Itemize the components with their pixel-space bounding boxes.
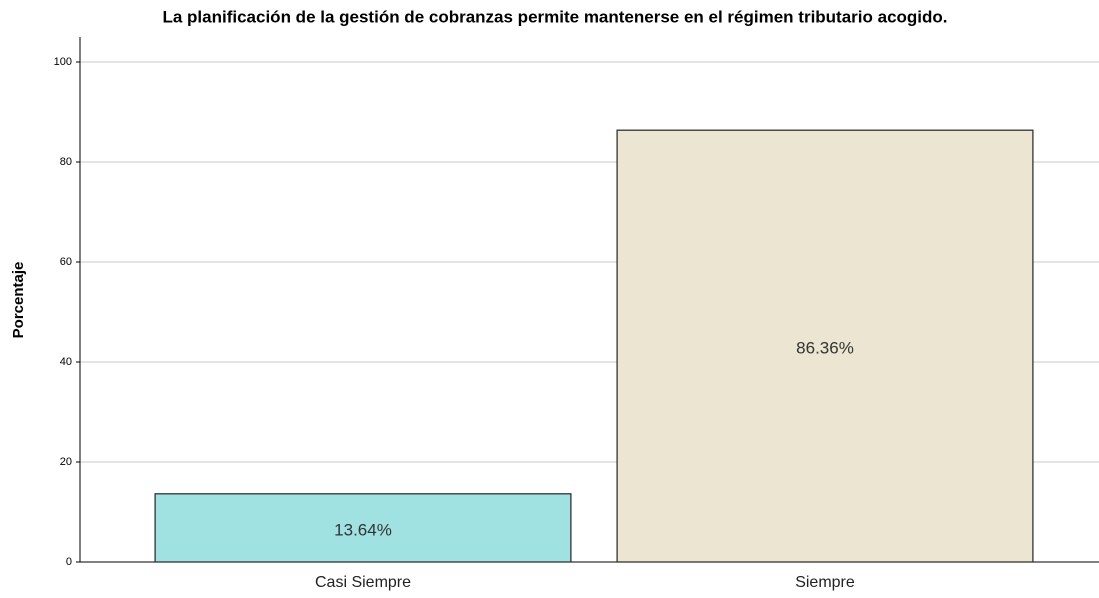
data-label: 13.64% <box>334 520 392 539</box>
y-axis-label: Porcentaje <box>10 262 27 339</box>
x-tick-label: Siempre <box>795 574 855 591</box>
chart-title: La planificación de la gestión de cobran… <box>162 7 947 26</box>
bar <box>154 493 572 563</box>
bar <box>616 129 1034 563</box>
y-tick-label: 80 <box>60 156 72 168</box>
y-tick-label: 20 <box>60 456 72 468</box>
y-tick-label: 60 <box>60 256 72 268</box>
y-tick-label: 40 <box>60 356 72 368</box>
x-tick-label: Casi Siempre <box>315 574 411 591</box>
y-tick-label: 100 <box>54 56 72 68</box>
data-label: 86.36% <box>796 339 854 358</box>
y-tick-label: 0 <box>66 556 72 568</box>
